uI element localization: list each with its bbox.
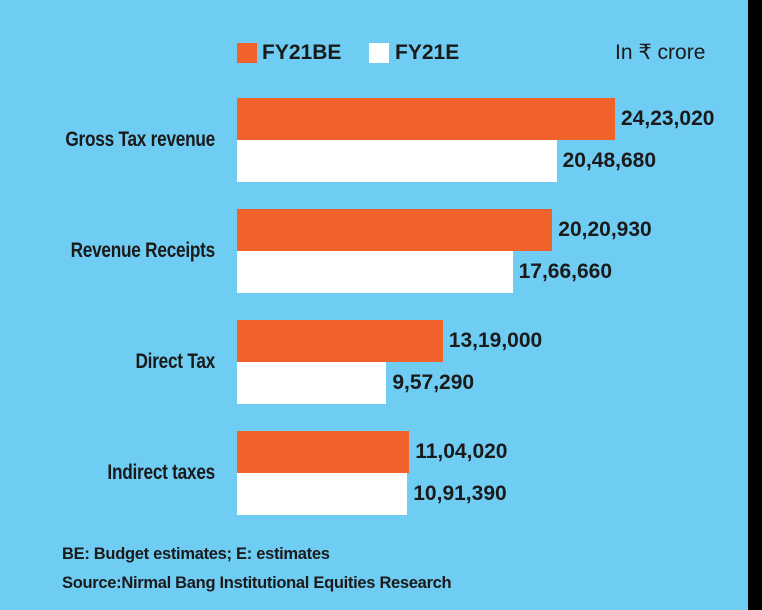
footnote-source: Source:Nirmal Bang Institutional Equitie… (62, 574, 452, 592)
bar-fy21e-direct-tax (237, 362, 387, 404)
value-label-fy21be-direct-tax: 13,19,000 (448, 329, 543, 352)
category-label-gross-tax-revenue: Gross Tax revenue (65, 128, 216, 151)
category-label-direct-tax: Direct Tax (135, 350, 215, 373)
bar-fy21be-indirect-taxes (237, 431, 410, 473)
value-label-fy21e-direct-tax: 9,57,290 (392, 371, 475, 394)
legend-label-fy21be: FY21BE (262, 41, 342, 64)
legend-label-fy21e: FY21E (395, 41, 460, 64)
bar-fy21be-direct-tax (237, 320, 443, 362)
bar-fy21be-gross-tax-revenue (237, 98, 615, 140)
category-label-indirect-taxes: Indirect taxes (107, 461, 215, 484)
legend-swatch-fy21be (237, 43, 257, 63)
value-label-fy21be-revenue-receipts: 20,20,930 (558, 218, 652, 241)
value-label-fy21be-gross-tax-revenue: 24,23,020 (621, 107, 715, 130)
value-label-fy21be-indirect-taxes: 11,04,020 (415, 440, 508, 463)
value-label-fy21e-revenue-receipts: 17,66,660 (518, 260, 613, 283)
category-label-revenue-receipts: Revenue Receipts (70, 239, 216, 262)
value-label-fy21e-indirect-taxes: 10,91,390 (413, 482, 507, 505)
bar-fy21e-indirect-taxes (237, 473, 408, 515)
footnote-abbreviations: BE: Budget estimates; E: estimates (62, 545, 330, 563)
bar-fy21e-gross-tax-revenue (237, 140, 557, 182)
legend-swatch-fy21e (369, 43, 389, 63)
value-label-fy21e-gross-tax-revenue: 20,48,680 (562, 149, 657, 172)
bar-fy21be-revenue-receipts (237, 209, 553, 251)
bar-fy21e-revenue-receipts (237, 251, 513, 293)
unit-label: In ₹ crore (615, 41, 706, 64)
